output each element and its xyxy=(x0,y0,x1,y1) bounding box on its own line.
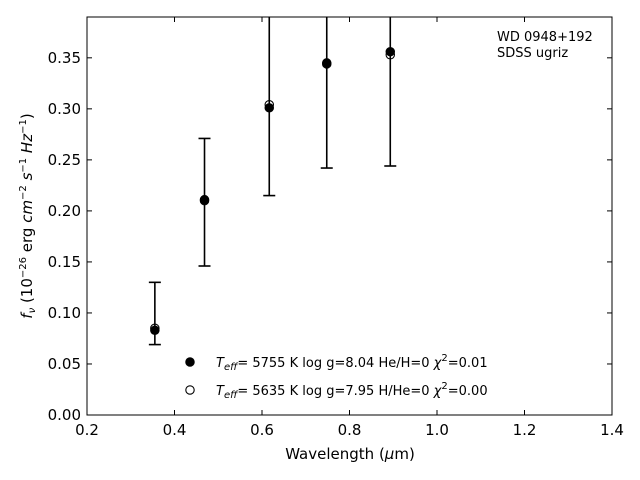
model-point-filled xyxy=(385,46,396,57)
legend-marker xyxy=(185,357,195,367)
legend-entry-1: Teff= 5755 K log g=8.04 He/H=0 χ2=0.01 xyxy=(216,353,488,373)
svg-text:Wavelength (μm): Wavelength (μm) xyxy=(285,445,415,463)
error-bars xyxy=(148,17,397,346)
legend-chi2: =0.00 xyxy=(448,384,488,399)
x-axis-title: Wavelength (μm) xyxy=(285,445,415,463)
annotation-line-2: SDSS ugriz xyxy=(497,46,568,61)
legend-teff: 5635 K xyxy=(252,384,298,399)
y-tick-label: 0.10 xyxy=(48,304,81,322)
legend-logg: log g=8.04 xyxy=(302,356,374,371)
y-tick-label: 0.30 xyxy=(48,100,81,118)
x-tick-label: 1.4 xyxy=(600,421,624,439)
data-points xyxy=(150,46,396,336)
y-tick-label: 0.25 xyxy=(48,151,81,169)
object-annotation: WD 0948+192 SDSS ugriz xyxy=(497,30,593,61)
model-point-filled xyxy=(264,103,275,113)
axis-tick-labels: 0.2 0.4 0.6 0.8 1.0 1.2 1.4 0.00 0.05 0.10 0.15 0.2… xyxy=(48,49,624,439)
legend-marker xyxy=(185,385,195,395)
legend-chi2: =0.01 xyxy=(448,356,488,371)
legend-logg: log g=7.95 xyxy=(302,384,374,399)
x-tick-label: 0.8 xyxy=(338,421,362,439)
y-tick-label: 0.00 xyxy=(48,406,81,424)
model-point-filled xyxy=(150,325,160,336)
y-axis-title: fν (10−26 erg cm−2 s−1 Hz−1) xyxy=(18,113,38,318)
x-tick-label: 0.6 xyxy=(250,421,274,439)
legend-teff: 5755 K xyxy=(252,356,298,371)
y-tick-label: 0.15 xyxy=(48,253,81,271)
model-point-open xyxy=(264,100,275,110)
legend-entry-2: Teff= 5635 K log g=7.95 H/He=0 χ2=0.00 xyxy=(216,381,488,401)
x-tick-label: 1.2 xyxy=(513,421,537,439)
x-tick-label: 0.2 xyxy=(75,421,99,439)
model-point-open xyxy=(321,59,332,69)
annotation-line-1: WD 0948+192 xyxy=(497,30,593,45)
model-point-open xyxy=(150,323,160,334)
legend: Teff= 5755 K log g=8.04 He/H=0 χ2=0.01 Te… xyxy=(185,353,488,401)
model-point-open xyxy=(385,50,396,60)
x-tick-label: 1.0 xyxy=(425,421,449,439)
legend-composition: He/H=0 xyxy=(378,356,429,371)
plot-frame xyxy=(86,16,613,416)
legend-composition: H/He=0 xyxy=(378,384,429,399)
y-tick-label: 0.35 xyxy=(48,49,81,67)
y-tick-label: 0.05 xyxy=(48,355,81,373)
x-tick-label: 0.4 xyxy=(163,421,187,439)
svg-text:fν (10−26 erg cm−2 s−1 Hz−1): fν (10−26 erg cm−2 s−1 Hz−1) xyxy=(18,113,38,318)
model-point-open xyxy=(199,195,210,206)
y-tick-label: 0.20 xyxy=(48,202,81,220)
